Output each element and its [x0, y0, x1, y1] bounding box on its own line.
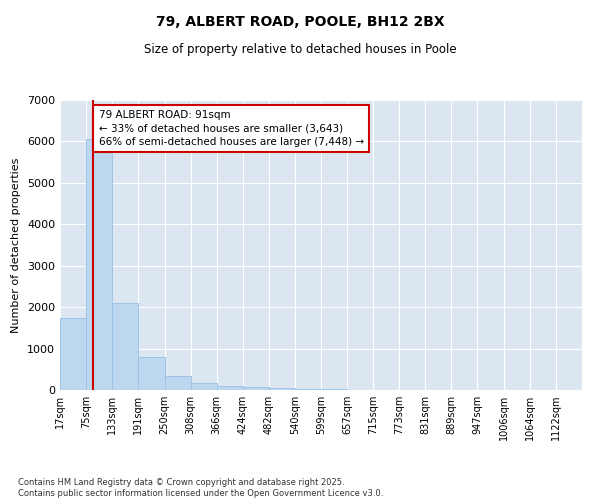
Text: 79 ALBERT ROAD: 91sqm
← 33% of detached houses are smaller (3,643)
66% of semi-d: 79 ALBERT ROAD: 91sqm ← 33% of detached … [98, 110, 364, 147]
Text: Contains HM Land Registry data © Crown copyright and database right 2025.
Contai: Contains HM Land Registry data © Crown c… [18, 478, 383, 498]
Bar [242, 388, 269, 390]
Text: Size of property relative to detached houses in Poole: Size of property relative to detached ho… [143, 42, 457, 56]
Bar [217, 386, 242, 390]
Bar [295, 389, 321, 390]
Y-axis label: Number of detached properties: Number of detached properties [11, 158, 22, 332]
Bar [164, 376, 191, 390]
Bar [191, 382, 217, 390]
Bar [86, 140, 112, 390]
Bar [269, 388, 295, 390]
Bar [112, 303, 138, 390]
Text: 79, ALBERT ROAD, POOLE, BH12 2BX: 79, ALBERT ROAD, POOLE, BH12 2BX [155, 15, 445, 29]
Bar [60, 318, 86, 390]
Bar [138, 357, 164, 390]
